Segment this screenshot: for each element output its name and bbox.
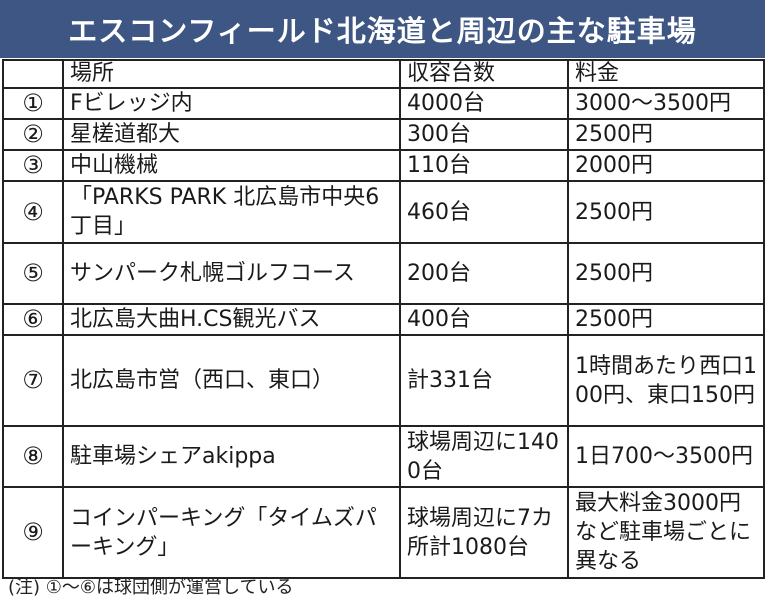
header-num <box>2 59 64 89</box>
table-row: ④ 「PARKS PARK 北広島市中央6丁目」 460台 2500円 <box>2 180 765 244</box>
row-capacity: 4000台 <box>399 87 569 120</box>
row-number: ① <box>2 87 64 120</box>
table-row: ⑧ 駐車場シェアakippa 球場周辺に1400台 1日700～3500円 <box>2 425 765 488</box>
row-capacity: 球場周辺に7カ所計1080台 <box>399 486 569 579</box>
row-number: ③ <box>2 149 64 182</box>
row-fee: 2500円 <box>567 180 765 244</box>
parking-table: 場所 収容台数 料金 ① Fビレッジ内 4000台 3000～3500円 ② 星… <box>2 59 765 579</box>
header-row: 場所 収容台数 料金 <box>2 59 765 89</box>
table-row: ⑦ 北広島市営（西口、東口） 計331台 1時間あたり西口100円、東口150円 <box>2 334 765 427</box>
header-capacity: 収容台数 <box>399 59 569 89</box>
row-fee: 最大料金3000円など駐車場ごとに異なる <box>567 486 765 579</box>
table-row: ⑤ サンパーク札幌ゴルフコース 200台 2500円 <box>2 242 765 305</box>
row-place: 駐車場シェアakippa <box>62 425 401 488</box>
table-row: ① Fビレッジ内 4000台 3000～3500円 <box>2 87 765 120</box>
row-capacity: 460台 <box>399 180 569 244</box>
table-title: エスコンフィールド北海道と周辺の主な駐車場 <box>0 0 765 58</box>
row-fee: 3000～3500円 <box>567 87 765 120</box>
row-capacity: 400台 <box>399 303 569 336</box>
row-place: 北広島市営（西口、東口） <box>62 334 401 427</box>
row-fee: 2500円 <box>567 303 765 336</box>
row-place: Fビレッジ内 <box>62 87 401 120</box>
row-fee: 2500円 <box>567 242 765 305</box>
row-place: サンパーク札幌ゴルフコース <box>62 242 401 305</box>
row-place: 中山機械 <box>62 149 401 182</box>
table-row: ② 星槎道都大 300台 2500円 <box>2 118 765 151</box>
header-place: 場所 <box>62 59 401 89</box>
header-fee: 料金 <box>567 59 765 89</box>
footnote: (注) ①～⑥は球団側が運営している <box>8 577 294 598</box>
row-capacity: 200台 <box>399 242 569 305</box>
table-row: ③ 中山機械 110台 2000円 <box>2 149 765 182</box>
row-number: ② <box>2 118 64 151</box>
row-capacity: 球場周辺に1400台 <box>399 425 569 488</box>
row-capacity: 計331台 <box>399 334 569 427</box>
row-number: ⑥ <box>2 303 64 336</box>
row-place: コインパーキング「タイムズパーキング」 <box>62 486 401 579</box>
row-fee: 2000円 <box>567 149 765 182</box>
row-place: 星槎道都大 <box>62 118 401 151</box>
row-fee: 1時間あたり西口100円、東口150円 <box>567 334 765 427</box>
row-number: ⑧ <box>2 425 64 488</box>
row-fee: 1日700～3500円 <box>567 425 765 488</box>
table-row: ⑥ 北広島大曲H.CS観光バス 400台 2500円 <box>2 303 765 336</box>
row-number: ④ <box>2 180 64 244</box>
row-fee: 2500円 <box>567 118 765 151</box>
row-number: ⑤ <box>2 242 64 305</box>
row-place: 北広島大曲H.CS観光バス <box>62 303 401 336</box>
row-capacity: 300台 <box>399 118 569 151</box>
row-capacity: 110台 <box>399 149 569 182</box>
row-number: ⑦ <box>2 334 64 427</box>
row-number: ⑨ <box>2 486 64 579</box>
row-place: 「PARKS PARK 北広島市中央6丁目」 <box>62 180 401 244</box>
table-row: ⑨ コインパーキング「タイムズパーキング」 球場周辺に7カ所計1080台 最大料… <box>2 486 765 579</box>
